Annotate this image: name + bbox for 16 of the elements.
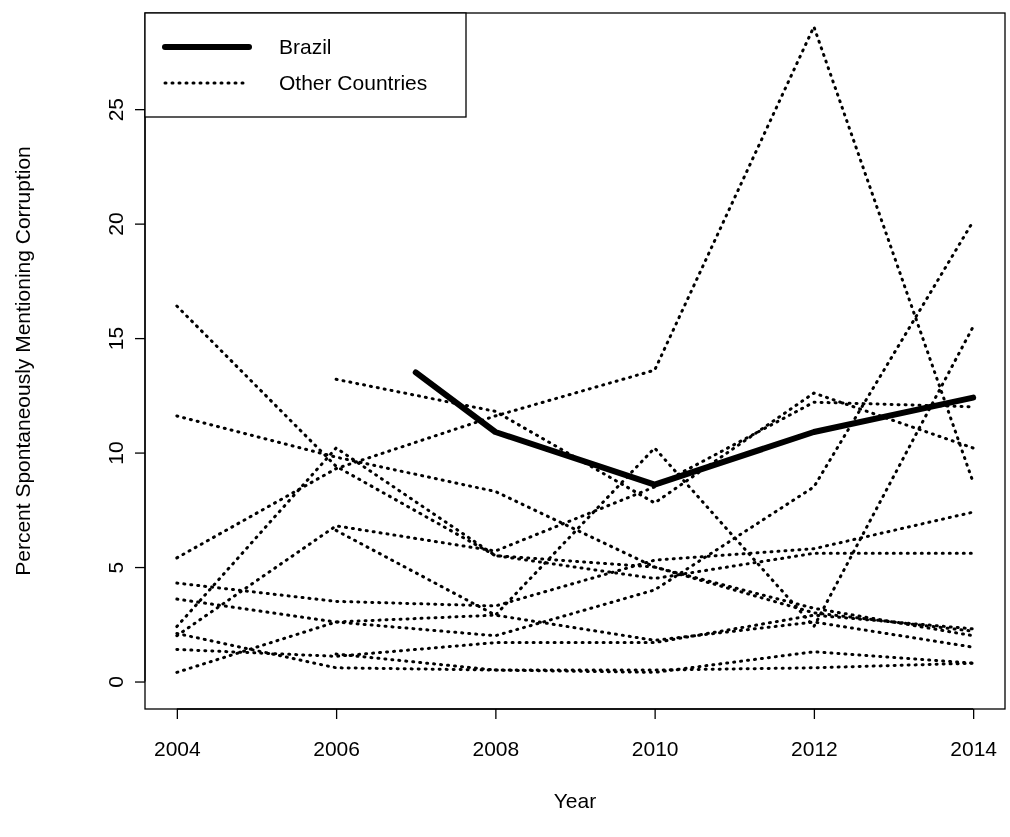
y-axis-title: Percent Spontaneously Mentioning Corruption bbox=[11, 146, 34, 576]
x-tick-label: 2008 bbox=[472, 736, 520, 760]
x-tick-label: 2006 bbox=[313, 736, 360, 760]
y-tick-label: 0 bbox=[104, 676, 127, 688]
x-tick-label: 2004 bbox=[153, 736, 202, 760]
x-tick-label: 2010 bbox=[631, 736, 679, 760]
legend-label: Brazil bbox=[279, 35, 332, 59]
x-tick-label: 2014 bbox=[950, 736, 998, 760]
x-tick-label: 2012 bbox=[791, 736, 838, 760]
y-tick-label: 20 bbox=[104, 212, 127, 236]
y-tick-label: 5 bbox=[104, 561, 127, 574]
legend-label: Other Countries bbox=[279, 71, 428, 95]
x-axis-title: Year bbox=[553, 789, 597, 812]
y-tick-label: 15 bbox=[104, 326, 127, 351]
y-tick-label: 10 bbox=[104, 441, 127, 465]
y-tick-label: 25 bbox=[104, 97, 127, 122]
